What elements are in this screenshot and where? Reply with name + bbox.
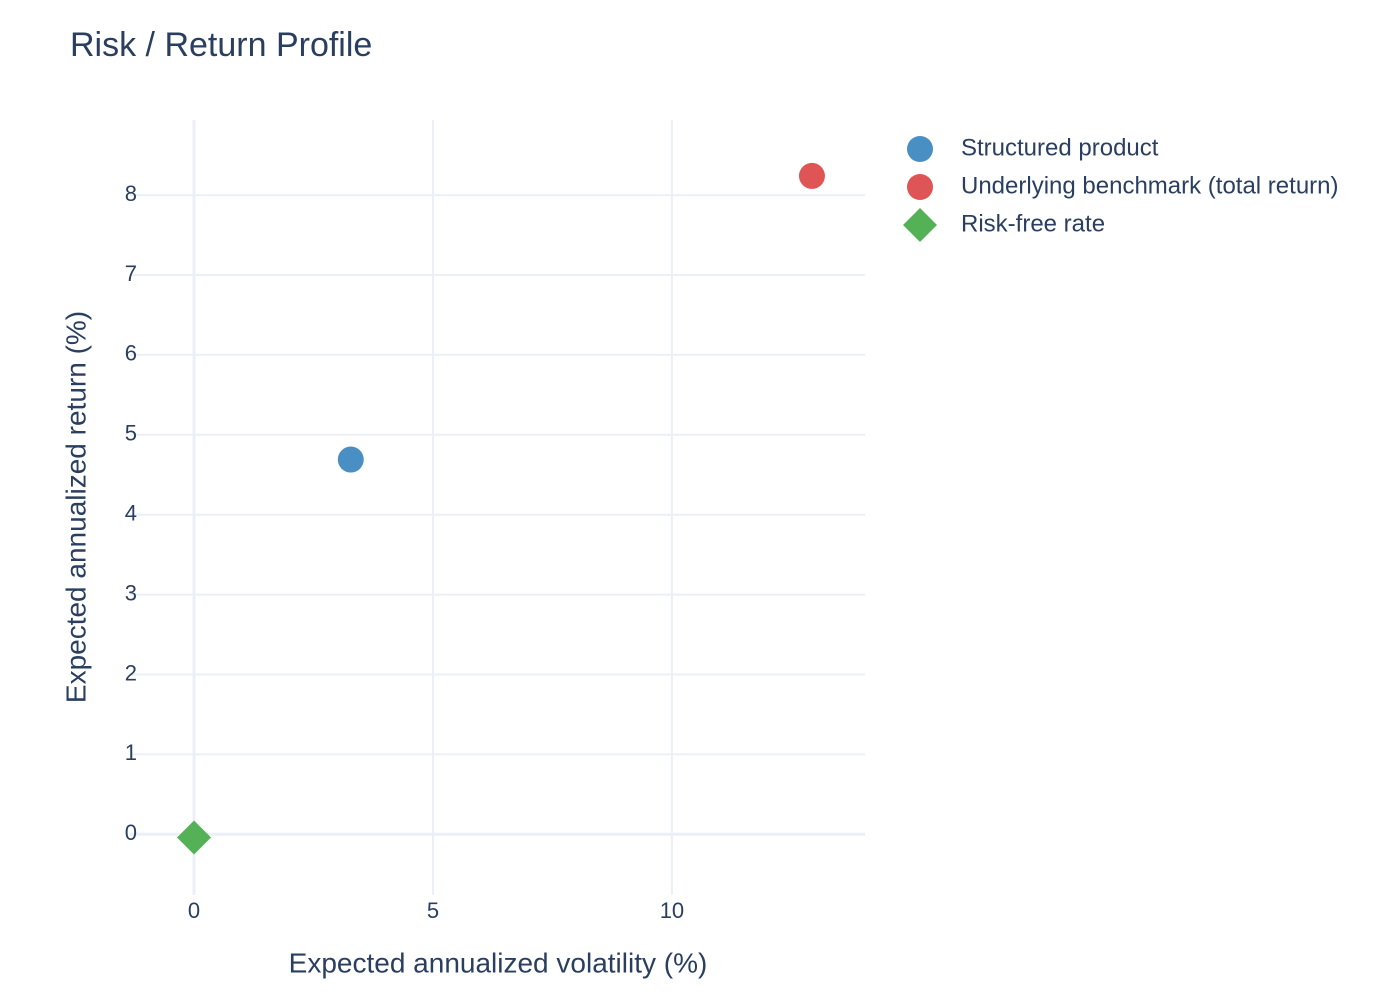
y-tick-label: 4	[125, 501, 137, 526]
y-tick-label: 0	[125, 820, 137, 845]
legend-label: Structured product	[961, 134, 1159, 161]
y-tick-label: 3	[125, 580, 137, 605]
legend-marker	[907, 136, 933, 162]
y-tick-label: 2	[125, 660, 137, 685]
legend-marker	[903, 208, 937, 242]
x-tick-label: 0	[188, 898, 200, 923]
y-tick-label: 7	[125, 261, 137, 286]
y-tick-label: 1	[125, 740, 137, 765]
y-tick-label: 8	[125, 181, 137, 206]
y-tick-label: 5	[125, 421, 137, 446]
y-tick-label: 6	[125, 341, 137, 366]
legend-label: Underlying benchmark (total return)	[961, 172, 1339, 199]
x-tick-label: 10	[660, 898, 684, 923]
x-tick-label: 5	[427, 898, 439, 923]
legend-marker	[907, 174, 933, 200]
point	[177, 820, 212, 855]
point	[798, 162, 825, 189]
y-axis-title: Expected annualized return (%)	[60, 311, 91, 703]
legend-label: Risk-free rate	[961, 210, 1105, 237]
chart-title: Risk / Return Profile	[70, 26, 372, 64]
x-axis-title: Expected annualized volatility (%)	[289, 947, 708, 978]
point	[337, 446, 364, 473]
